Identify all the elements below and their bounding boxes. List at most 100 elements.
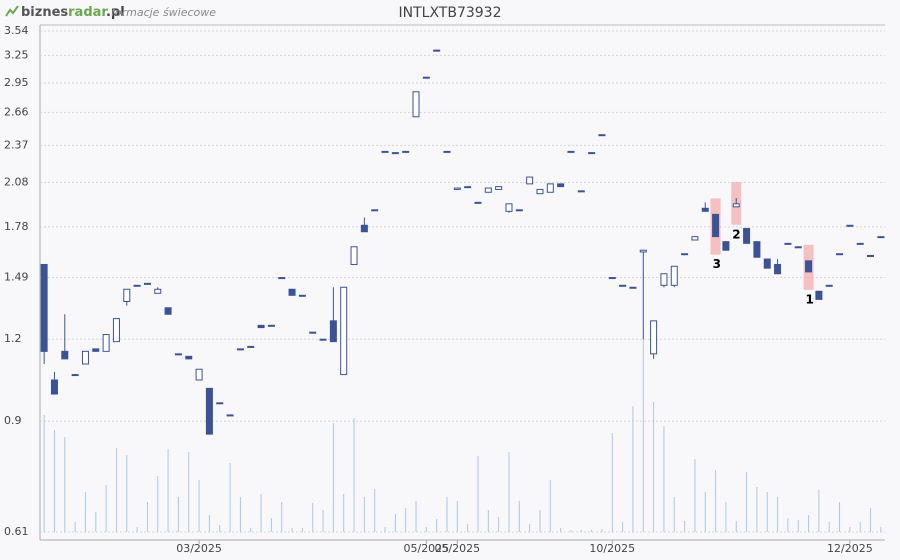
candle-body (371, 209, 379, 212)
volume-bar (487, 510, 489, 532)
logo-suffix: .pl (106, 5, 125, 20)
volume-bar (270, 518, 272, 532)
candle-body (577, 190, 585, 193)
candle-body (329, 320, 337, 343)
candle-body (40, 263, 48, 352)
y-tick-label: 1.2 (4, 332, 22, 345)
candle-body (856, 242, 864, 245)
volume-bar (694, 459, 696, 532)
volume-bar (808, 515, 810, 532)
candle-body (608, 277, 616, 280)
candle-body (743, 227, 751, 244)
volume-bar (384, 527, 386, 532)
candle-body (267, 324, 275, 327)
candle-body (247, 345, 255, 348)
x-tick-label: 03/2025 (176, 542, 222, 555)
candle-body (712, 213, 720, 238)
volume-bar (146, 502, 148, 532)
volume-bar (126, 455, 128, 532)
candle-body (557, 183, 565, 188)
candle-body (619, 284, 627, 287)
candle-body (422, 76, 430, 79)
volume-bar (64, 437, 66, 532)
candle-body (701, 207, 709, 212)
candle-body (102, 334, 110, 352)
subtitle: formacje świecowe (111, 6, 216, 19)
volume-bar (198, 480, 200, 532)
volume-bar (301, 528, 303, 532)
y-tick-label: 2.08 (4, 176, 29, 189)
logo-icon (5, 5, 19, 17)
volume-bar (219, 525, 221, 532)
candle-body (164, 307, 172, 315)
volume-bar (529, 524, 531, 532)
pattern-label: 1 (806, 292, 814, 306)
volume-bar (653, 402, 655, 532)
volume-bar (436, 519, 438, 532)
volume-bar (611, 433, 613, 532)
volume-bar (777, 497, 779, 532)
volume-bar (415, 501, 417, 532)
candle-body (794, 246, 802, 249)
logo-main: biznes (21, 5, 68, 20)
volume-bar (787, 518, 789, 532)
candle-body (433, 49, 441, 52)
volume-bar (539, 510, 541, 532)
volume-bar (157, 476, 159, 532)
candle-body (402, 150, 410, 153)
candle-body (650, 320, 658, 355)
volume-bar (425, 527, 427, 532)
candle-body (629, 286, 637, 289)
candle-body (453, 187, 461, 190)
volume-bar (343, 494, 345, 532)
volume-bar (622, 522, 624, 532)
volume-bar (446, 497, 448, 532)
volume-bar (467, 524, 469, 532)
volume-bar (797, 520, 799, 532)
candle-body (536, 188, 544, 195)
volume-bar (43, 415, 45, 532)
volume-bar (239, 497, 241, 532)
candle-body (92, 348, 100, 352)
candle-body (216, 402, 224, 405)
logo-accent: radar (68, 5, 108, 20)
volume-bar (673, 497, 675, 532)
candle-body (226, 414, 234, 417)
candle-body (691, 236, 699, 241)
chart-title: INTLXTB73932 (399, 5, 502, 21)
candle-body (195, 368, 203, 381)
volume-bar (405, 508, 407, 532)
candle-body (50, 379, 58, 395)
volume-bar (725, 502, 727, 532)
candle-body (319, 338, 327, 341)
candle-body (443, 150, 451, 153)
candle-body (360, 224, 368, 233)
y-tick-label: 2.95 (4, 76, 29, 89)
volume-bar (322, 510, 324, 532)
x-tick-label: 05/2025 (434, 542, 480, 555)
candle-body (515, 209, 523, 212)
candle-body (61, 350, 69, 360)
volume-bar (560, 528, 562, 532)
candle-body (825, 284, 833, 287)
candle-body (205, 387, 213, 435)
candle-body (753, 241, 761, 258)
volume-bar (260, 494, 262, 532)
candle-body (298, 294, 306, 297)
volume-bar (353, 418, 355, 532)
y-tick-label: 2.66 (4, 105, 29, 118)
volume-bar (456, 501, 458, 532)
candle-body (836, 253, 844, 256)
volume-bar (208, 515, 210, 532)
candle-body (815, 290, 823, 300)
volume-bar (663, 426, 665, 532)
volume-bar (84, 492, 86, 532)
volume-bar (312, 503, 314, 532)
candle-body (805, 260, 813, 273)
volume-bar (601, 529, 603, 532)
candle-body (391, 152, 399, 155)
candle-body (546, 183, 554, 193)
candle-body (774, 263, 782, 275)
logo: biznesradar.pl (21, 5, 125, 20)
